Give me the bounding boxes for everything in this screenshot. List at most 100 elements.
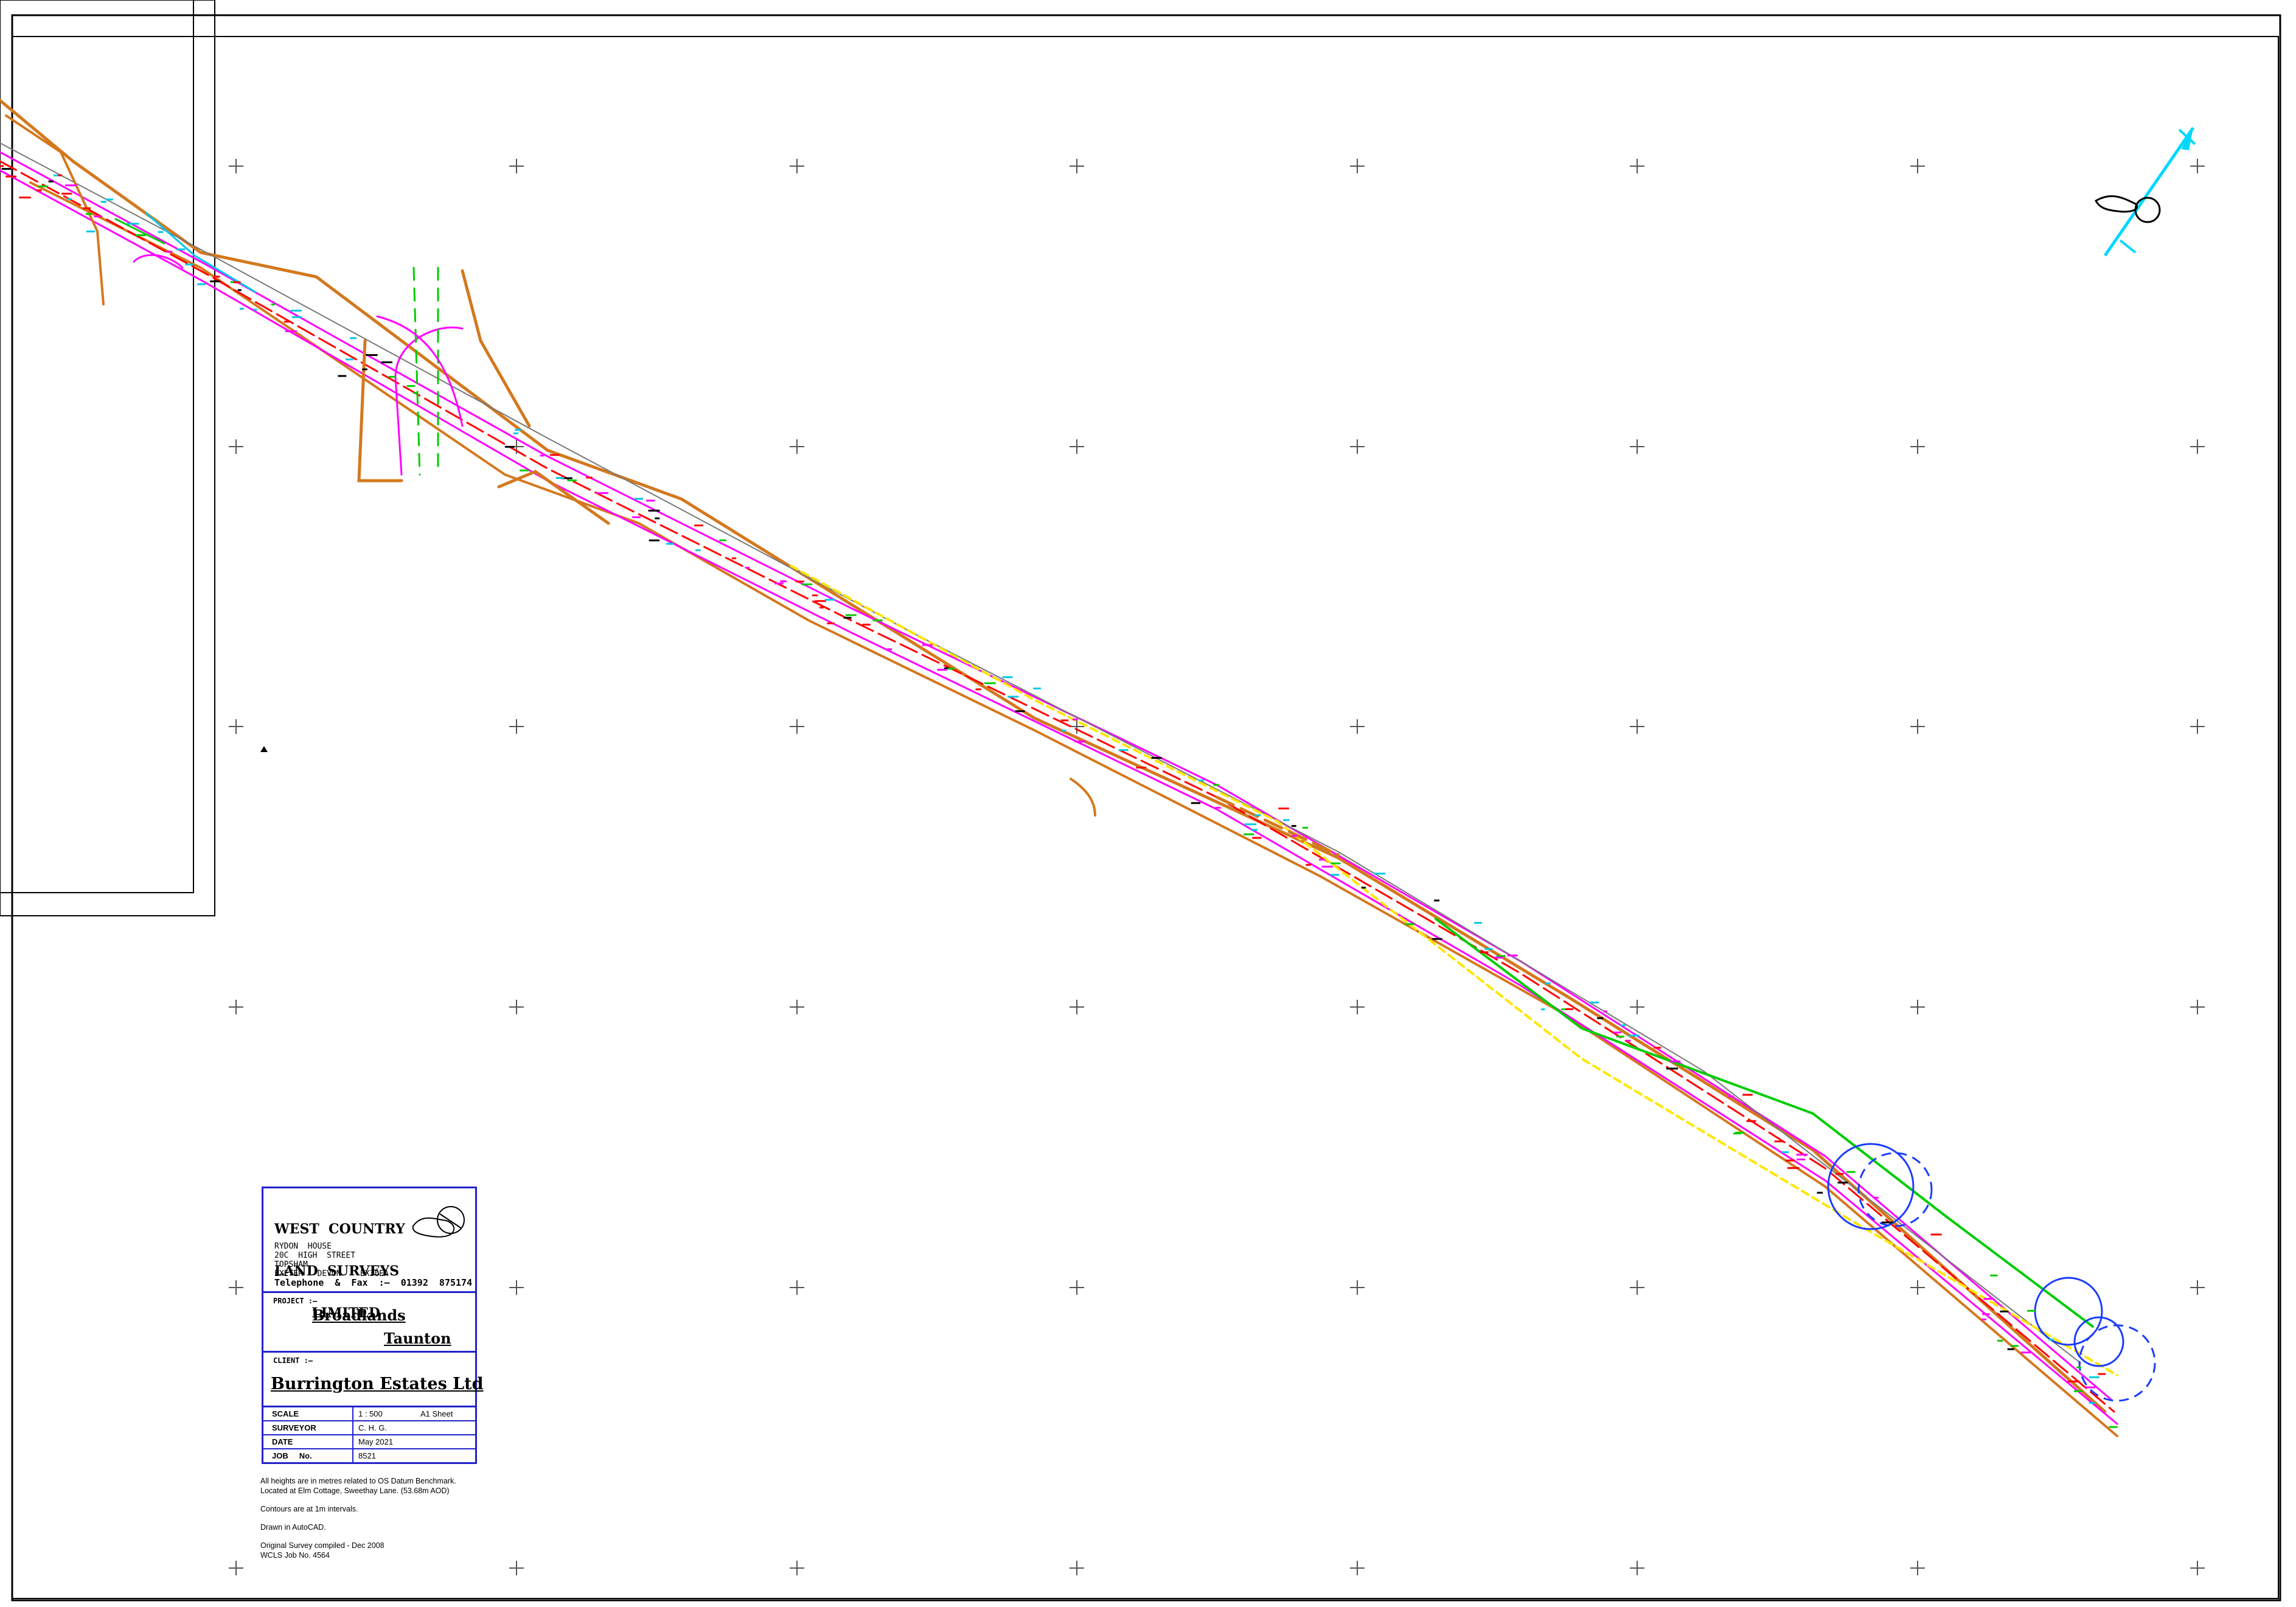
row-extra: A1 Sheet [420,1409,453,1418]
survey-point-label [48,180,54,183]
side-road-curve [376,315,464,427]
drawing-notes: All heights are in metres related to OS … [260,1476,456,1569]
adjacent-verge [114,218,165,245]
grid-cross [1350,439,1365,454]
survey-point-label [2085,1386,2095,1389]
grid-cross [790,159,804,173]
survey-point-label [888,648,892,650]
survey-point-label [655,517,660,520]
grid-cross [1350,1561,1365,1575]
survey-points [0,165,2118,1428]
grid-cross [509,719,524,734]
details-table: SCALE 1 : 500 A1 Sheet SURVEYOR C. H. G.… [263,1407,475,1464]
survey-point-label [1118,749,1129,751]
client-section: CLIENT :— Burrington Estates Ltd [263,1353,484,1407]
survey-point-label [937,669,947,671]
survey-point-label [1990,1274,1998,1277]
survey-point-label [350,337,357,340]
survey-point-label [1374,873,1386,875]
survey-point-label [176,248,186,251]
survey-point-label [1981,1318,1986,1320]
survey-point-label [1613,1031,1621,1034]
survey-point-label [774,582,784,585]
survey-point-label [86,213,92,215]
survey-point-label [2109,1426,2118,1428]
grid-cross [1070,439,1084,454]
road-corridor [0,99,2118,1437]
road-edge-south [0,169,2118,1425]
survey-point-label [586,476,593,479]
grid-cross [1910,1561,1925,1575]
survey-point-label [1244,823,1256,826]
survey-point-label [1321,865,1333,868]
survey-point-label [1654,1047,1661,1049]
survey-point-label [65,184,77,187]
layby-bend [1070,778,1096,817]
ditch-line [790,565,2118,1376]
survey-point-label [58,174,63,176]
fence-line [0,142,2081,1364]
survey-point-label [1997,1339,2003,1342]
survey-point-label [645,500,655,502]
grid-cross [1910,159,1925,173]
survey-point-label [1033,688,1042,689]
grid-cross [1630,159,1644,173]
survey-point-label [366,354,378,356]
project-name: Broadlands [312,1306,406,1324]
devon-map-logo-icon [412,1206,465,1238]
survey-point-label [1874,1196,1879,1199]
survey-point-label [1136,767,1147,769]
survey-point-label [1561,1008,1568,1011]
title-block: WEST COUNTRY LAND SURVEYS LIMITED RYDON … [262,1187,484,1464]
survey-point-label [1292,824,1296,827]
client-label: CLIENT :— [273,1356,313,1365]
survey-point-label [1982,1313,1990,1316]
survey-point-label [2076,1366,2081,1368]
survey-point-label [513,432,519,434]
survey-point-label [515,428,522,431]
survey-point-label [1330,862,1341,865]
survey-point-label [1002,676,1013,678]
survey-point-label [1507,954,1518,957]
survey-point-label [2027,1309,2036,1312]
tree-canopies [1827,1143,2156,1402]
survey-point-label [1666,1067,1679,1070]
address-line: TOPSHAM [274,1260,308,1269]
adjacent-sheet-frame [0,0,215,916]
tree-canopy [2073,1316,2124,1367]
survey-point-label [197,283,206,285]
grid-cross [229,1000,243,1014]
row-key: JOB No. [272,1451,312,1460]
survey-point-label [271,303,275,305]
company-name-line: LIMITED [274,1305,380,1321]
grid-cross [1910,1000,1925,1014]
survey-point-label [1074,741,1086,743]
address-line: RYDON HOUSE [274,1242,332,1251]
survey-point-label [824,599,835,601]
grid-cross [2190,439,2205,454]
survey-point-label [2007,1348,2014,1350]
survey-point-label [239,307,245,310]
survey-point-label [540,455,544,457]
survey-point-label [86,230,96,232]
survey-point-label [843,616,852,619]
layby-kerb [1215,795,1340,857]
survey-point-label [1330,874,1340,876]
grid-cross [1350,159,1365,173]
survey-point-label [1254,814,1261,817]
survey-point-label [694,525,703,526]
survey-point-label [2000,1310,2009,1312]
survey-point-label [1837,1182,1848,1183]
survey-point-label [1817,1191,1823,1194]
kerb-line-south [29,181,2118,1437]
survey-point-label [801,583,812,585]
survey-point-label [210,280,220,282]
side-road-kerb-south [497,470,610,525]
tree-canopy [2078,1324,2156,1402]
survey-point-label [1541,1008,1545,1011]
adjacent-junction-edge [133,254,184,269]
company-name-line: WEST COUNTRY [274,1221,405,1237]
grid-cross [1630,439,1644,454]
survey-point-label [745,566,750,569]
